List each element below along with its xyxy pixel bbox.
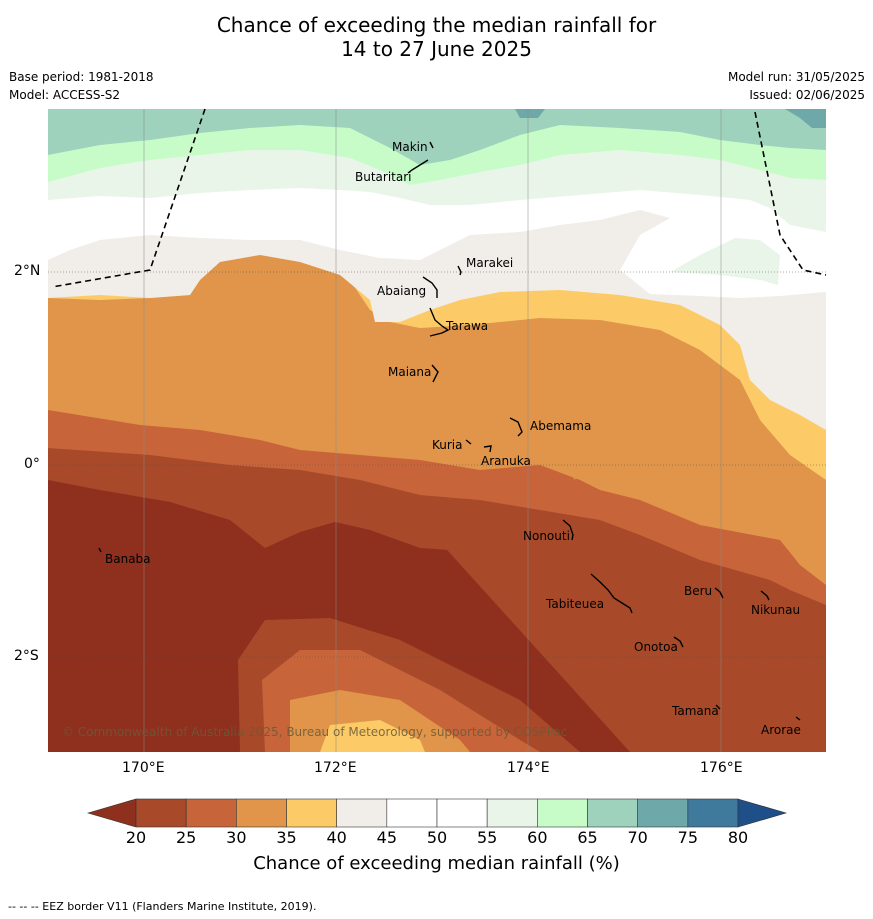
colorbar-cell	[336, 798, 388, 828]
lon-label-170: 170°E	[122, 760, 165, 776]
island-label-marakei: Marakei	[466, 256, 513, 270]
copyright-notice: © Commonwealth of Australia 2025, Bureau…	[62, 725, 567, 739]
island-label-makin: Makin	[392, 140, 428, 154]
colorbar	[86, 798, 788, 828]
colorbar-cell	[687, 798, 739, 828]
band-55-60-blob	[670, 238, 780, 285]
colorbar-cells	[135, 798, 739, 828]
island-label-butaritari: Butaritari	[355, 170, 412, 184]
probability-contours	[48, 109, 826, 752]
lon-label-174: 174°E	[507, 760, 550, 776]
colorbar-tick-label: 70	[627, 828, 648, 847]
island-label-beru: Beru	[684, 584, 712, 598]
colorbar-cell	[436, 798, 488, 828]
band-30-35-mid	[48, 340, 540, 470]
colorbar-title: Chance of exceeding median rainfall (%)	[253, 853, 620, 874]
colorbar-cell	[236, 798, 287, 828]
colorbar-cell	[637, 798, 689, 828]
island-label-onotoa: Onotoa	[634, 640, 678, 654]
colorbar-tick-label: 25	[175, 828, 197, 847]
map-title-line2: 14 to 27 June 2025	[341, 37, 532, 61]
island-label-aranuka: Aranuka	[481, 454, 531, 468]
colorbar-tick-label: 30	[226, 828, 247, 847]
eez-footnote: -- -- -- EEZ border V11 (Flanders Marine…	[8, 900, 317, 913]
band-35-40-bottom	[320, 720, 425, 752]
island-label-nonouti: Nonouti	[523, 529, 570, 543]
colorbar-tick-label: 75	[677, 828, 698, 847]
colorbar-tick-label: 60	[527, 828, 548, 847]
island-outlines	[98, 141, 801, 721]
lat-label-0: 0°	[24, 456, 40, 472]
model-run: Model run: 31/05/2025	[727, 70, 865, 84]
island-label-tamana: Tamana	[671, 704, 719, 718]
island-label-banaba: Banaba	[105, 552, 151, 566]
colorbar-tick-label: 20	[125, 828, 147, 847]
island-label-tarawa: Tarawa	[445, 319, 488, 333]
model-name: Model: ACCESS-S2	[9, 88, 121, 102]
band-30-35-small	[258, 270, 276, 292]
colorbar-tick-label: 65	[577, 828, 598, 847]
lon-label-172: 172°E	[314, 760, 357, 776]
colorbar-cell	[185, 798, 237, 828]
band-70-75-small	[515, 109, 545, 118]
island-label-nikunau: Nikunau	[751, 603, 800, 617]
lat-label-2n: 2°N	[14, 263, 41, 279]
colorbar-cell	[286, 798, 337, 828]
band-65-70	[48, 109, 826, 165]
lat-label-2s: 2°S	[14, 648, 39, 664]
colorbar-tick-label: 50	[426, 828, 448, 847]
issued-date: Issued: 02/06/2025	[749, 88, 865, 102]
colorbar-cell	[486, 798, 538, 828]
island-label-maiana: Maiana	[388, 365, 431, 379]
colorbar-cell	[135, 798, 187, 828]
colorbar-over-arrow	[737, 798, 788, 828]
island-label-kuria: Kuria	[432, 438, 463, 452]
colorbar-tick-label: 35	[276, 828, 297, 847]
map-title-line1: Chance of exceeding the median rainfall …	[216, 13, 657, 37]
band-30-35-blob	[545, 358, 632, 480]
gridlines	[48, 271, 826, 658]
lon-label-176: 176°E	[700, 760, 743, 776]
colorbar-cell	[537, 798, 588, 828]
colorbar-tick-label: 55	[476, 828, 498, 847]
colorbar-tick-label: 80	[727, 828, 749, 847]
island-label-abaiang: Abaiang	[377, 284, 426, 298]
island-label-abemama: Abemama	[530, 419, 591, 433]
colorbar-cell	[587, 798, 638, 828]
colorbar-tick-label: 45	[376, 828, 397, 847]
colorbar-cell	[386, 798, 438, 828]
island-label-arorae: Arorae	[761, 723, 801, 737]
colorbar-tick-label: 40	[326, 828, 347, 847]
island-label-tabiteuea: Tabiteuea	[545, 597, 604, 611]
eez-border	[51, 108, 827, 288]
base-period: Base period: 1981-2018	[9, 70, 154, 84]
band-70-75	[785, 109, 826, 128]
colorbar-under-arrow	[86, 798, 137, 828]
meridians	[143, 109, 722, 752]
